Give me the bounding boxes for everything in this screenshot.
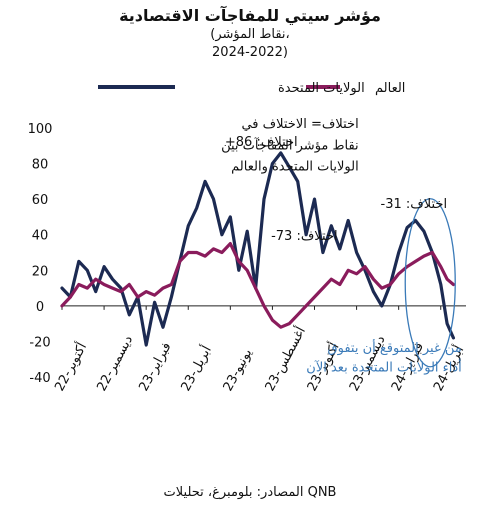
annotation-text: اختلاف: 73- — [271, 229, 338, 244]
x-tick-label: أغسطس-23 — [261, 324, 309, 394]
chart-title: مؤشر سيتي للمفاجآت الاقتصادية — [119, 6, 381, 25]
annotation-text: اختلاف: 31- — [380, 197, 447, 212]
annotation-text: من غير المتوقع أن يتفوق — [328, 339, 462, 356]
annotation-text: نقاط مؤشر المفاجآت بين — [221, 136, 359, 153]
y-tick-label: -40 — [29, 371, 50, 386]
x-tick-label: ديسمبر-22 — [94, 333, 136, 394]
y-tick-label: 0 — [36, 300, 44, 315]
annotation-text: الولايات المتحدة والعالم — [231, 160, 359, 175]
annotation-text: اختلاف= الاختلاف في — [241, 117, 358, 132]
y-tick-label: 20 — [32, 264, 49, 279]
annotation-text: اختلاف: 86+ — [225, 135, 298, 150]
y-tick-label: 100 — [28, 122, 53, 137]
y-tick-label: 60 — [32, 193, 49, 208]
x-tick-label: فبراير-23 — [136, 340, 174, 394]
x-tick-label: أكتوبر-22 — [51, 340, 91, 394]
y-tick-label: 80 — [32, 158, 49, 173]
legend-label-world: العالم — [375, 81, 405, 96]
y-tick-label: -20 — [29, 335, 50, 350]
chart-subtitle-1: (نقاط المؤشر، — [210, 27, 290, 42]
x-tick-label: أبريل-23 — [177, 343, 215, 394]
series-line-world — [60, 242, 455, 329]
x-tick-label: يونيو-23 — [221, 346, 256, 394]
annotation-text: أداء الولايات المتحدة بعد الآن — [306, 359, 462, 376]
y-tick-label: 40 — [32, 229, 49, 244]
chart-source: المصادر: بلومبرغ، تحليلات QNB — [163, 485, 337, 500]
series-line-us — [60, 151, 455, 347]
legend-label-us: الولايات المتحدة — [278, 81, 365, 96]
highlight-ellipse — [404, 198, 456, 368]
chart-subtitle-2: 2024-2022) — [212, 45, 288, 60]
